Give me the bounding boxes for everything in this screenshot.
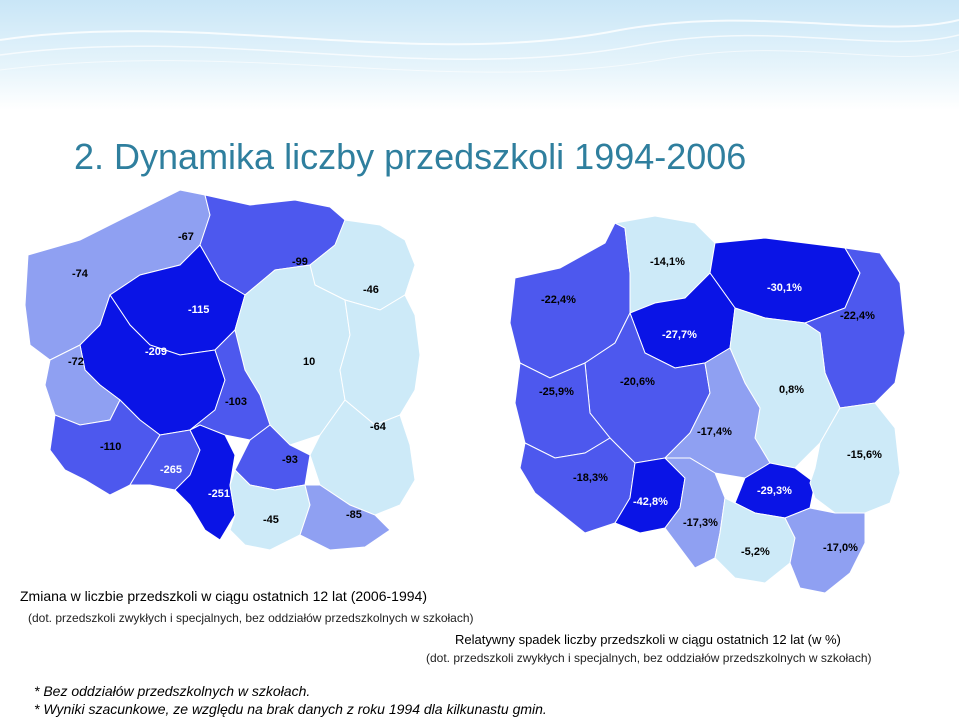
label-swietokrzyskie-value: -29,3% [757, 485, 792, 497]
region-podkarpackie [784, 507, 866, 594]
label-wielkopolskie-value: -209 [145, 346, 167, 358]
label-mazowieckie-value: 0,8% [779, 384, 804, 396]
region-podkarpackie [299, 484, 391, 551]
header-wave-decoration [0, 19, 959, 73]
label-dolnoslaskie-value: -18,3% [573, 472, 608, 484]
label-swietokrzyskie-value: -93 [282, 454, 298, 466]
region-slaskie [663, 457, 726, 569]
label-warminsko-mazurskie-value: -30,1% [767, 282, 802, 294]
label-podkarpackie-value: -85 [346, 509, 362, 521]
label-pomorskie-value: -67 [178, 231, 194, 243]
label-podlaskie-value: -64 [370, 421, 387, 433]
label-mazowieckie-value: 10 [303, 356, 315, 368]
label-lubelskie-north-value: -15,6% [847, 449, 882, 461]
label-zachodniopomorskie-value: -22,4% [541, 294, 576, 306]
label-kujawsko-pomorskie-value: -27,7% [662, 329, 697, 341]
label-zachodniopomorskie-value: -74 [72, 268, 89, 280]
map-relative-caption: Relatywny spadek liczby przedszkoli w ci… [455, 632, 841, 647]
footnote-1: * Bez oddziałów przedszkolnych w szkołac… [34, 683, 311, 699]
label-slaskie-value: -251 [208, 488, 230, 500]
map-absolute-change: -67 -74 -99 -46 -115 -72 -209 10 -103 -6… [20, 185, 440, 560]
label-wielkopolskie-value: -25,9% [539, 386, 574, 398]
label-slaskie-value: -17,3% [683, 517, 718, 529]
region-malopolskie [229, 469, 311, 551]
slide-header-band [0, 0, 959, 110]
label-lubuskie-north-value: -72 [68, 356, 84, 368]
footnote-2: * Wyniki szacunkowe, ze względu na brak … [34, 701, 547, 717]
label-malopolskie-value: -45 [263, 514, 279, 526]
region-lodzkie [189, 329, 271, 441]
map-absolute-labels: -67 -74 -99 -46 -115 -72 -209 10 -103 -6… [68, 231, 387, 526]
label-wielkopolskie-east-value: -20,6% [620, 376, 655, 388]
map-relative-labels: -14,1% -22,4% -30,1% -22,4% -27,7% -25,9… [539, 256, 882, 558]
map-relative-change: -14,1% -22,4% -30,1% -22,4% -27,7% -25,9… [505, 213, 925, 608]
label-lodzkie-value: -103 [225, 396, 247, 408]
map-absolute-caption: Zmiana w liczbie przedszkoli w ciągu ost… [20, 588, 427, 604]
region-lubelskie [309, 399, 416, 516]
region-lubelskie [809, 402, 901, 514]
label-malopolskie-value: -5,2% [741, 546, 770, 558]
label-opolskie-value: -42,8% [633, 496, 668, 508]
map-relative-subcaption: (dot. przedszkoli zwykłych i specjalnych… [426, 651, 872, 665]
map-absolute-subcaption: (dot. przedszkoli zwykłych i specjalnych… [28, 611, 474, 625]
label-kujawsko-pomorskie-value: -115 [188, 304, 209, 316]
label-lodzkie-value: -17,4% [697, 426, 732, 438]
region-slaskie [174, 424, 236, 541]
label-pomorskie-east-value: -99 [292, 256, 308, 268]
label-podkarpackie-value: -17,0% [823, 542, 858, 554]
label-opolskie-value: -265 [160, 464, 182, 476]
label-pomorskie-value: -14,1% [650, 256, 685, 268]
label-warminsko-mazurskie-value: -46 [363, 284, 379, 296]
page-title: 2. Dynamika liczby przedszkoli 1994-2006 [74, 136, 747, 177]
label-podlaskie-value: -22,4% [840, 310, 875, 322]
label-dolnoslaskie-value: -110 [100, 441, 121, 453]
